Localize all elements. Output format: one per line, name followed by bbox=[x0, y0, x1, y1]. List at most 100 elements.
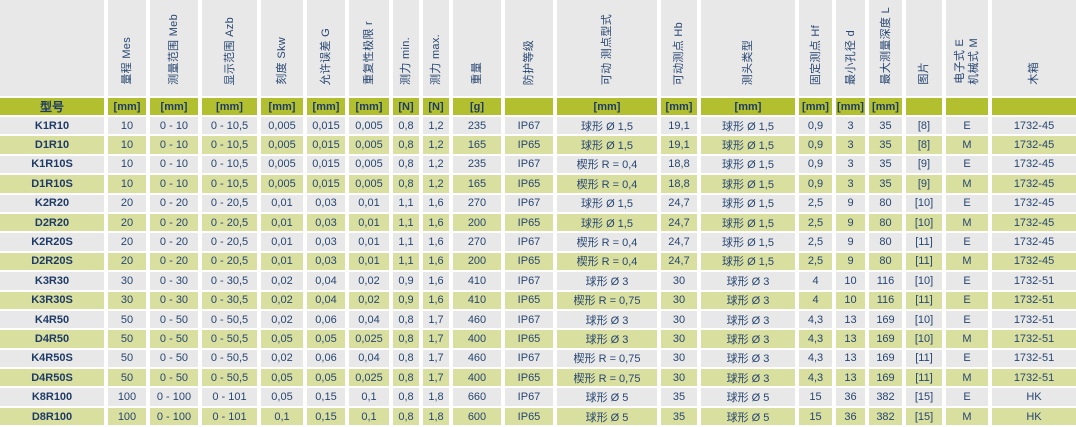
cell-range-mes: 50 bbox=[108, 310, 150, 331]
column-header-head-type: 测头类型 bbox=[701, 0, 799, 98]
cell-scale-skw: 0,05 bbox=[261, 388, 307, 408]
cell-error-g: 0,06 bbox=[307, 349, 349, 370]
cell-picture: [11] bbox=[906, 252, 946, 273]
cell-force-max: 1,6 bbox=[423, 213, 453, 234]
cell-range-meb: 0 - 50 bbox=[150, 349, 202, 370]
cell-range-azb: 0 - 10,5 bbox=[202, 155, 261, 176]
column-header-label: 可动测点 Hb bbox=[673, 21, 685, 85]
cell-error-g: 0,015 bbox=[307, 175, 349, 195]
cell-force-max: 1,6 bbox=[423, 272, 453, 292]
cell-range-azb: 0 - 10,5 bbox=[202, 117, 261, 137]
cell-picture: [10] bbox=[906, 330, 946, 350]
table-row-K4R50S: K4R50S 50 0 - 50 0 - 50,5 0,02 0,06 0,04 0,8 1,7… bbox=[0, 349, 1076, 370]
model-column-title: 型号 bbox=[0, 98, 108, 117]
cell-range-mes: 20 bbox=[108, 252, 150, 273]
cell-electronic-mechanical: E bbox=[946, 117, 992, 137]
cell-range-mes: 20 bbox=[108, 233, 150, 253]
cell-ip-rating: IP65 bbox=[505, 330, 557, 350]
unit-force-max: [N] bbox=[423, 98, 453, 117]
cell-min-bore-d: 9 bbox=[836, 213, 869, 234]
cell-movable-tip-type: 球形 Ø 5 bbox=[557, 407, 661, 427]
column-header-picture: 图片 bbox=[906, 0, 946, 98]
cell-wooden-box: 1732-45 bbox=[992, 252, 1076, 273]
cell-ip-rating: IP65 bbox=[505, 369, 557, 389]
cell-range-azb: 0 - 101 bbox=[202, 388, 261, 408]
column-header-ip-rating: 防护等级 bbox=[505, 0, 557, 98]
cell-max-depth-l: 116 bbox=[869, 291, 906, 311]
column-header-label: 测量范围 Meb bbox=[168, 14, 180, 85]
cell-head-type: 球形 Ø 1,5 bbox=[701, 136, 799, 156]
cell-range-mes: 50 bbox=[108, 369, 150, 389]
cell-fixed-tip-hf: 2,5 bbox=[799, 194, 836, 214]
cell-weight: 410 bbox=[453, 272, 505, 292]
cell-ip-rating: IP65 bbox=[505, 291, 557, 311]
rotated-header-row: 量程 Mes 测量范围 Meb 显示范围 Azb 刻度 Skw 允许误差 G 重复性极限 … bbox=[0, 0, 1076, 98]
cell-range-azb: 0 - 50,5 bbox=[202, 369, 261, 389]
cell-error-g: 0,05 bbox=[307, 330, 349, 350]
table-row-D8R100: D8R100 100 0 - 100 0 - 101 0,1 0,15 0,1 0,8 1,8 6… bbox=[0, 407, 1076, 427]
cell-range-meb: 0 - 10 bbox=[150, 155, 202, 176]
cell-movable-tip-type: 球形 Ø 1,5 bbox=[557, 117, 661, 137]
cell-range-azb: 0 - 50,5 bbox=[202, 349, 261, 370]
table-row-K2R20S: K2R20S 20 0 - 20 0 - 20,5 0,01 0,03 0,01 1,1 1,6… bbox=[0, 233, 1076, 253]
unit-scale-skw: [mm] bbox=[261, 98, 307, 117]
column-header-max-depth-l: 最大测量深度 L bbox=[869, 0, 906, 98]
cell-min-bore-d: 13 bbox=[836, 369, 869, 389]
unit-electronic-mechanical bbox=[946, 98, 992, 117]
cell-scale-skw: 0,02 bbox=[261, 310, 307, 331]
cell-ip-rating: IP65 bbox=[505, 175, 557, 195]
cell-ip-rating: IP67 bbox=[505, 155, 557, 176]
cell-electronic-mechanical: E bbox=[946, 291, 992, 311]
cell-scale-skw: 0,005 bbox=[261, 136, 307, 156]
table-row-D4R50S: D4R50S 50 0 - 50 0 - 50,5 0,05 0,05 0,025 0,8 1,… bbox=[0, 369, 1076, 389]
cell-range-meb: 0 - 10 bbox=[150, 175, 202, 195]
unit-min-bore-d: [mm] bbox=[836, 98, 869, 117]
cell-head-type: 球形 Ø 1,5 bbox=[701, 175, 799, 195]
cell-repeat-r: 0,005 bbox=[349, 175, 393, 195]
cell-head-type: 球形 Ø 1,5 bbox=[701, 252, 799, 273]
table-body: K1R10 10 0 - 10 0 - 10,5 0,005 0,015 0,005 0,8 1… bbox=[0, 117, 1076, 427]
table-row-K3R30S: K3R30S 30 0 - 30 0 - 30,5 0,02 0,04 0,02 0,9 1,6… bbox=[0, 291, 1076, 311]
cell-electronic-mechanical: E bbox=[946, 388, 992, 408]
cell-ip-rating: IP67 bbox=[505, 233, 557, 253]
cell-max-depth-l: 35 bbox=[869, 175, 906, 195]
cell-picture: [10] bbox=[906, 213, 946, 234]
cell-weight: 270 bbox=[453, 233, 505, 253]
cell-force-min: 0,9 bbox=[393, 272, 423, 292]
cell-force-min: 1,1 bbox=[393, 213, 423, 234]
table-header: 量程 Mes 测量范围 Meb 显示范围 Azb 刻度 Skw 允许误差 G 重复性极限 … bbox=[0, 0, 1076, 117]
cell-force-max: 1,6 bbox=[423, 194, 453, 214]
cell-repeat-r: 0,1 bbox=[349, 407, 393, 427]
cell-min-bore-d: 13 bbox=[836, 349, 869, 370]
cell-range-azb: 0 - 10,5 bbox=[202, 175, 261, 195]
cell-wooden-box: 1732-51 bbox=[992, 369, 1076, 389]
table-row-K4R50: K4R50 50 0 - 50 0 - 50,5 0,02 0,06 0,04 0,8 1,7 4… bbox=[0, 310, 1076, 331]
cell-min-bore-d: 3 bbox=[836, 155, 869, 176]
cell-movable-tip-hb: 35 bbox=[661, 388, 701, 408]
cell-electronic-mechanical: M bbox=[946, 369, 992, 389]
cell-picture: [10] bbox=[906, 272, 946, 292]
cell-range-meb: 0 - 50 bbox=[150, 369, 202, 389]
cell-electronic-mechanical: E bbox=[946, 233, 992, 253]
cell-movable-tip-type: 球形 Ø 5 bbox=[557, 388, 661, 408]
column-header-label: 固定测点 Hf bbox=[809, 24, 822, 85]
cell-range-azb: 0 - 10,5 bbox=[202, 136, 261, 156]
cell-weight: 600 bbox=[453, 407, 505, 427]
cell-max-depth-l: 80 bbox=[869, 213, 906, 234]
cell-force-max: 1,7 bbox=[423, 349, 453, 370]
cell-ip-rating: IP67 bbox=[505, 194, 557, 214]
cell-weight: 400 bbox=[453, 330, 505, 350]
cell-head-type: 球形 Ø 5 bbox=[701, 407, 799, 427]
cell-movable-tip-hb: 19,1 bbox=[661, 136, 701, 156]
cell-force-min: 0,8 bbox=[393, 330, 423, 350]
cell-min-bore-d: 10 bbox=[836, 291, 869, 311]
cell-head-type: 球形 Ø 3 bbox=[701, 330, 799, 350]
cell-electronic-mechanical: E bbox=[946, 272, 992, 292]
cell-movable-tip-type: 球形 Ø 1,5 bbox=[557, 213, 661, 234]
cell-range-meb: 0 - 30 bbox=[150, 272, 202, 292]
column-header-label: 重复性极限 r bbox=[363, 21, 375, 85]
cell-force-max: 1,2 bbox=[423, 175, 453, 195]
column-header-label: 可动 测点型式 bbox=[601, 13, 613, 85]
cell-scale-skw: 0,005 bbox=[261, 117, 307, 137]
column-header-label: 刻度 Skw bbox=[276, 37, 288, 85]
